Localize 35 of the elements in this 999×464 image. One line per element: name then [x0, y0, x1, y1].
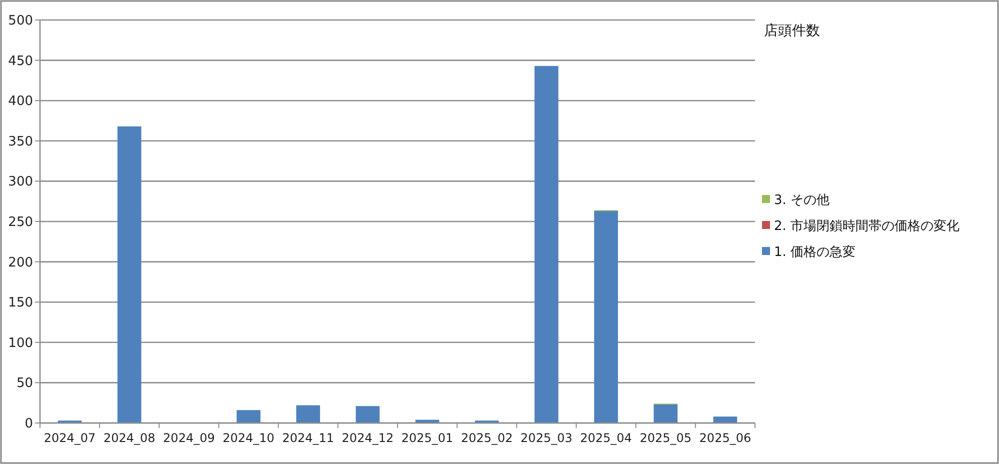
- x-tick-label: 2024_10: [222, 431, 274, 445]
- x-tick-label: 2024_08: [103, 431, 156, 445]
- y-tick-label: 350: [8, 134, 33, 150]
- bar: [356, 406, 380, 423]
- y-tick-label: 50: [16, 376, 33, 392]
- bar: [594, 211, 618, 423]
- legend-label: 2. 市場閉鎖時間帯の価格の変化: [774, 218, 960, 234]
- y-tick-label: 400: [8, 94, 33, 110]
- x-tick-label: 2025_03: [520, 431, 572, 445]
- bar: [236, 410, 260, 423]
- x-tick-label: 2024_09: [163, 431, 215, 445]
- legend-label: 1. 価格の急変: [774, 244, 856, 260]
- x-tick-label: 2025_06: [699, 431, 752, 445]
- bar: [534, 66, 558, 423]
- y-tick-label: 200: [8, 255, 33, 270]
- x-tick-label: 2024_07: [44, 431, 96, 445]
- x-tick-label: 2025_02: [460, 431, 513, 445]
- y-tick-label: 450: [8, 54, 33, 69]
- y-tick-label: 250: [8, 215, 33, 230]
- x-tick-label: 2025_01: [401, 431, 454, 445]
- y-tick-label: 150: [8, 296, 33, 311]
- y-tick-label: 300: [8, 174, 33, 190]
- x-tick-label: 2024_11: [282, 431, 334, 445]
- legend-label: 3. その他: [774, 193, 830, 208]
- bar: [654, 404, 678, 423]
- x-tick-label: 2024_12: [342, 431, 394, 445]
- bar: [296, 405, 320, 423]
- legend-title: 店頭件数: [764, 23, 820, 39]
- bar: [713, 416, 738, 423]
- y-tick-label: 500: [8, 14, 33, 28]
- x-tick-label: 2025_04: [580, 431, 632, 445]
- y-tick-label: 0: [24, 416, 33, 432]
- bar: [117, 126, 142, 423]
- y-tick-label: 100: [8, 336, 33, 351]
- x-tick-label: 2025_05: [640, 431, 692, 445]
